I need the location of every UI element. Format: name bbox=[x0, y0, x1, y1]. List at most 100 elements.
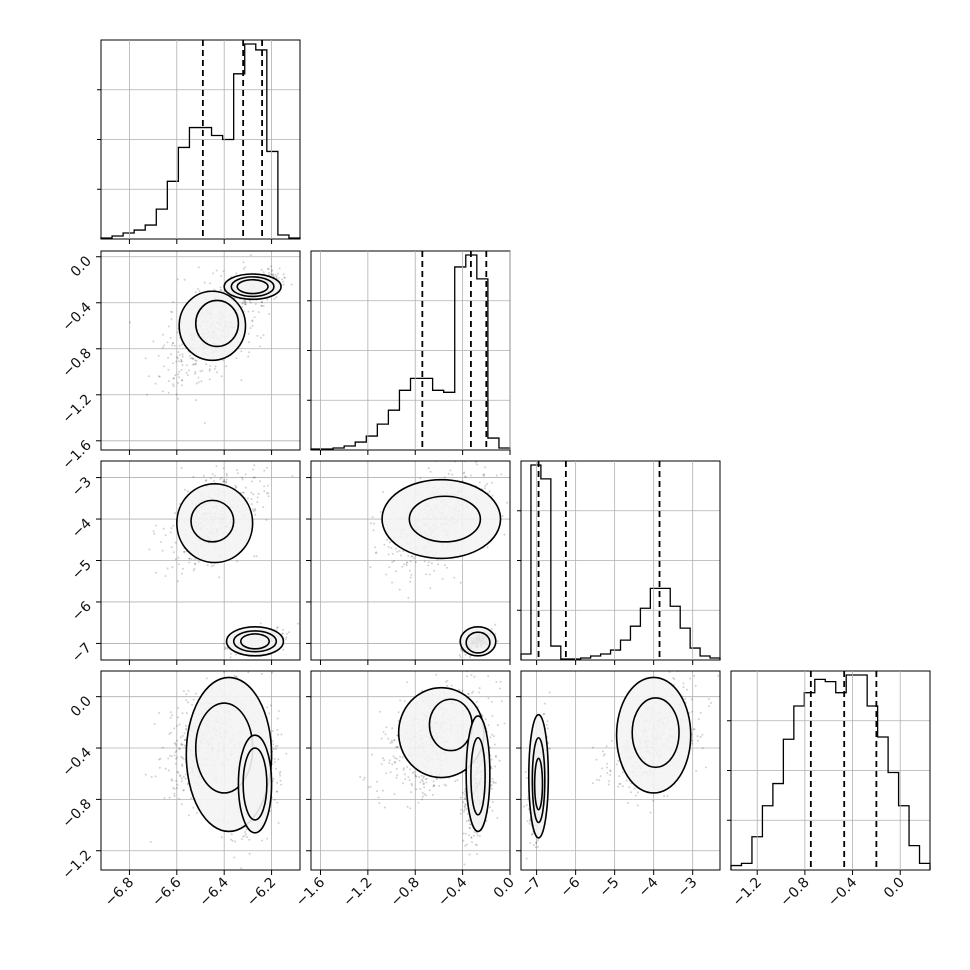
scatter-point bbox=[205, 677, 208, 680]
scatter-point bbox=[172, 342, 175, 345]
scatter-point bbox=[278, 772, 281, 775]
scatter-point bbox=[244, 833, 247, 836]
scatter-point bbox=[247, 671, 250, 674]
scatter-point bbox=[179, 775, 182, 778]
scatter-point bbox=[194, 692, 197, 695]
scatter-point bbox=[174, 762, 177, 765]
scatter-point bbox=[271, 268, 273, 271]
scatter-point bbox=[503, 533, 506, 536]
scatter-point bbox=[168, 732, 171, 735]
scatter-point bbox=[485, 819, 488, 822]
scatter-point bbox=[181, 765, 184, 767]
scatter-point bbox=[197, 381, 200, 384]
scatter-point bbox=[225, 365, 228, 368]
scatter-point bbox=[208, 378, 211, 381]
scatter-point bbox=[280, 733, 283, 736]
scatter-point bbox=[430, 562, 433, 565]
scatter-point bbox=[248, 341, 251, 344]
scatter-point bbox=[273, 798, 276, 801]
scatter-point bbox=[192, 475, 195, 478]
scatter-point bbox=[188, 561, 191, 564]
x-tick-label: −6.4 bbox=[197, 874, 232, 909]
scatter-point bbox=[159, 757, 162, 760]
scatter-point bbox=[178, 797, 180, 800]
scatter-point bbox=[186, 490, 189, 493]
scatter-point bbox=[178, 370, 181, 373]
scatter-point bbox=[194, 399, 197, 402]
scatter-point bbox=[500, 700, 503, 703]
scatter-point bbox=[265, 466, 268, 469]
scatter-point bbox=[449, 469, 452, 472]
scatter-point bbox=[254, 303, 257, 305]
scatter-point bbox=[459, 656, 462, 659]
scatter-point bbox=[185, 728, 188, 731]
scatter-point bbox=[275, 276, 278, 279]
scatter-point bbox=[391, 552, 394, 555]
scatter-point bbox=[260, 268, 263, 271]
scatter-point bbox=[409, 569, 411, 572]
scatter-point bbox=[252, 510, 255, 513]
scatter-point bbox=[153, 723, 156, 726]
scatter-point bbox=[174, 558, 177, 561]
scatter-point bbox=[184, 488, 186, 491]
scatter-point bbox=[421, 791, 424, 794]
scatter-point bbox=[461, 689, 464, 692]
scatter-point bbox=[203, 422, 206, 424]
scatter-point bbox=[172, 300, 175, 303]
scatter-point bbox=[223, 643, 225, 645]
scatter-point bbox=[188, 557, 191, 560]
scatter-point bbox=[275, 275, 278, 278]
scatter-point bbox=[464, 803, 467, 806]
scatter-point bbox=[169, 336, 172, 339]
scatter-point bbox=[407, 554, 410, 557]
scatter-point bbox=[177, 397, 180, 400]
scatter-point bbox=[420, 778, 423, 781]
scatter-point bbox=[174, 743, 177, 746]
scatter-point bbox=[231, 839, 234, 842]
scatter-point bbox=[172, 383, 175, 386]
scatter-point bbox=[220, 836, 223, 839]
scatter-point bbox=[268, 312, 271, 315]
scatter-point bbox=[244, 301, 247, 303]
scatter-point bbox=[281, 278, 283, 281]
scatter-point bbox=[182, 789, 185, 792]
scatter-point bbox=[174, 512, 176, 515]
scatter-point bbox=[184, 738, 186, 741]
scatter-point bbox=[223, 480, 226, 483]
scatter-point bbox=[212, 564, 215, 567]
scatter-point bbox=[491, 494, 494, 497]
scatter-point bbox=[167, 757, 170, 760]
scatter-point bbox=[283, 276, 286, 279]
scatter-point bbox=[220, 476, 223, 479]
panel-frame bbox=[310, 460, 511, 661]
scatter-point bbox=[158, 712, 161, 714]
scatter-point bbox=[428, 573, 431, 576]
scatter-point bbox=[465, 820, 468, 823]
scatter-point bbox=[167, 368, 170, 371]
scatter-point bbox=[409, 560, 412, 563]
scatter-point bbox=[175, 757, 177, 760]
scatter-point bbox=[363, 776, 366, 779]
scatter-point bbox=[158, 758, 161, 761]
scatter-point bbox=[401, 565, 404, 568]
scatter-point bbox=[161, 549, 164, 552]
scatter-point bbox=[235, 486, 238, 488]
scatter-point bbox=[211, 473, 214, 475]
scatter-point bbox=[277, 758, 280, 761]
scatter-point bbox=[496, 640, 499, 643]
scatter-point bbox=[483, 473, 486, 476]
scatter-point bbox=[185, 364, 188, 367]
scatter-point bbox=[259, 336, 262, 339]
scatter-point bbox=[282, 280, 285, 283]
scatter-point bbox=[185, 693, 188, 696]
scatter-point bbox=[486, 546, 489, 549]
scatter-point bbox=[469, 656, 472, 659]
scatter-point bbox=[263, 485, 266, 488]
y-tick-label: −1.6 bbox=[59, 437, 94, 472]
scatter-point bbox=[169, 716, 172, 719]
scatter-point bbox=[225, 481, 228, 484]
scatter-point bbox=[467, 819, 470, 821]
scatter-point bbox=[235, 357, 238, 360]
scatter-point bbox=[194, 372, 197, 375]
scatter-point bbox=[154, 524, 157, 527]
